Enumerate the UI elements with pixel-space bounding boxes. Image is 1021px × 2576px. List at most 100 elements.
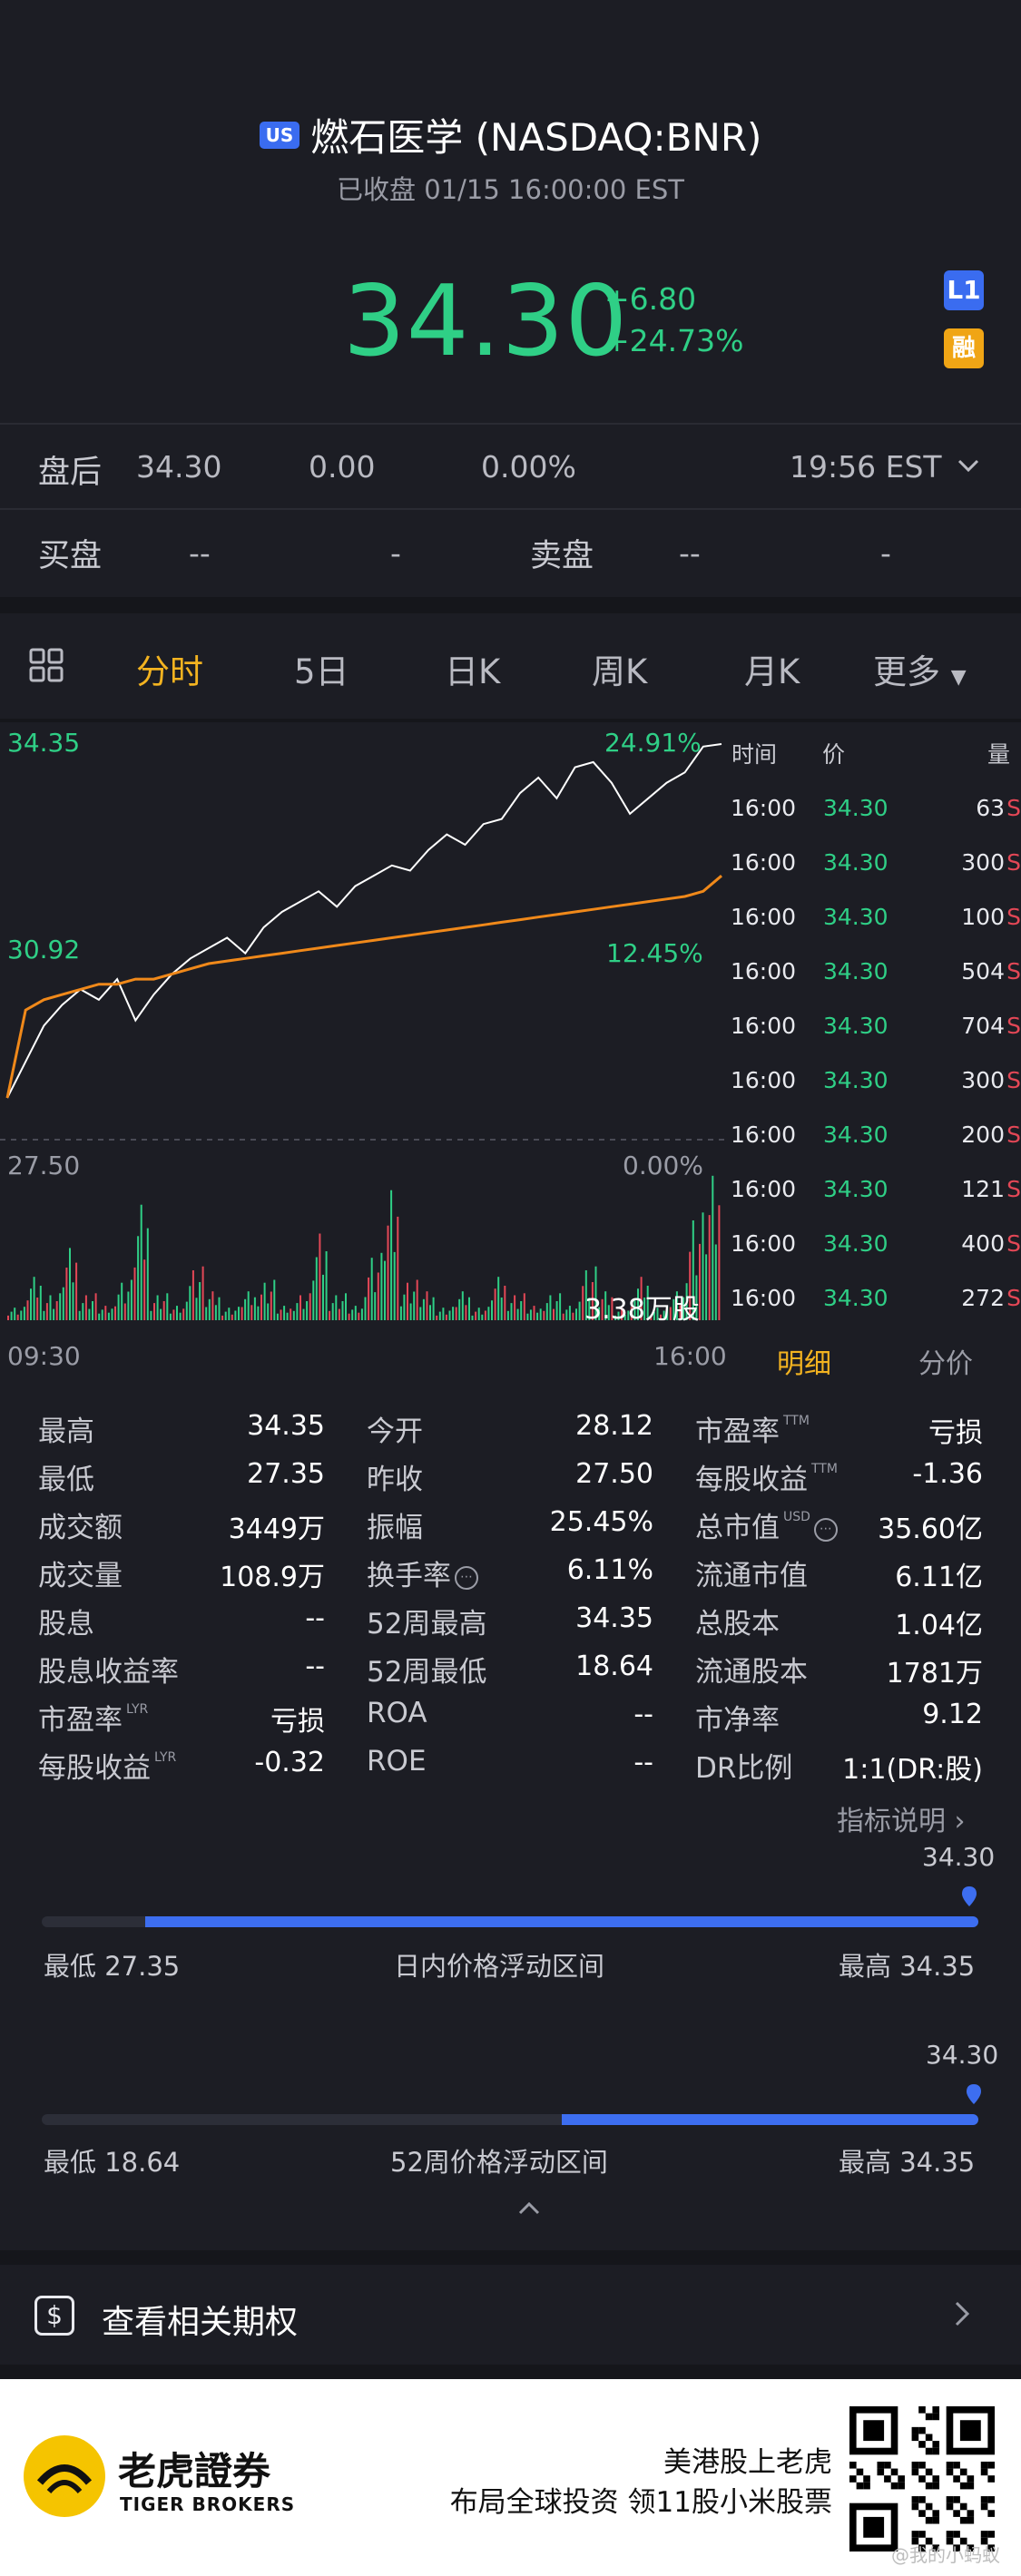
volume-bar: [685, 1283, 688, 1320]
chart-low-pct: 0.00%: [623, 1151, 703, 1180]
volume-bar: [494, 1288, 496, 1320]
intraday-current-value: 34.30: [922, 1842, 996, 1872]
volume-bar: [477, 1308, 480, 1320]
view-options-row[interactable]: [0, 2250, 1021, 2379]
volume-bar: [14, 1308, 16, 1320]
stat-value: 6.11亿: [895, 1562, 983, 1593]
stat-label: DR比例: [695, 1745, 792, 1786]
volume-bar: [500, 1298, 503, 1320]
stat-label-text: 流通股本: [695, 1656, 808, 1689]
volume-bar: [257, 1306, 260, 1320]
stat-label: 市净率: [695, 1697, 780, 1738]
volume-bar: [351, 1309, 354, 1320]
volume-bar: [555, 1301, 558, 1320]
info-icon[interactable]: ⋯: [455, 1565, 478, 1590]
tick-time: 16:00: [731, 795, 797, 821]
tab-intraday[interactable]: 分时: [136, 652, 203, 691]
volume-bar: [137, 1236, 140, 1320]
volume-bar: [656, 1308, 659, 1320]
tick-volume: 300: [961, 849, 1005, 876]
volume-bar: [111, 1308, 113, 1320]
tick-volume: 121: [961, 1176, 1005, 1202]
volume-bar: [20, 1310, 23, 1320]
stat-value: 108.9万: [220, 1562, 325, 1593]
divider: [0, 423, 1021, 425]
volume-bar: [270, 1291, 272, 1320]
volume-bar: [623, 1314, 626, 1320]
volume-bar: [370, 1258, 373, 1320]
after-hours-label: 盘后: [38, 455, 103, 491]
tick-side: S: [1006, 1176, 1021, 1202]
tick-price: 34.30: [823, 1013, 888, 1039]
stat-value: 1.04亿: [895, 1610, 983, 1641]
tab-daily-k[interactable]: 日K: [445, 652, 501, 691]
tick-time: 16:00: [731, 1176, 797, 1202]
divider: [0, 719, 1021, 722]
stat-label: 股息收益率: [38, 1649, 179, 1690]
tick-row: 16:00 34.30 272 S: [731, 1285, 1021, 1339]
tab-monthly-k[interactable]: 月K: [744, 652, 800, 691]
volume-bar: [292, 1310, 295, 1320]
volume-bar: [504, 1286, 506, 1320]
tick-row: 16:00 34.30 300 S: [731, 849, 1021, 904]
intraday-high: 最高 34.35: [839, 1951, 976, 1982]
stat-label: 今开: [367, 1408, 423, 1449]
indicator-explanation-link[interactable]: 指标说明 ›: [837, 1798, 966, 1838]
volume-bar: [16, 1314, 19, 1320]
info-icon[interactable]: ⋯: [813, 1517, 838, 1542]
volume-bar: [104, 1306, 107, 1320]
volume-bar: [238, 1307, 240, 1320]
tab-5day[interactable]: 5日: [294, 652, 349, 691]
volume-bar: [302, 1308, 305, 1320]
stat-label-text: 今开: [367, 1415, 423, 1448]
volume-bar: [397, 1216, 399, 1320]
tick-price: 34.30: [823, 958, 888, 984]
volume-bar: [614, 1315, 616, 1320]
intraday-chart[interactable]: [0, 726, 726, 1325]
stat-value: 9.12: [922, 1699, 983, 1730]
volume-bar: [572, 1312, 574, 1320]
volume-bar: [7, 1315, 9, 1320]
tab-weekly-k[interactable]: 周K: [592, 652, 648, 691]
volume-bar: [594, 1266, 597, 1320]
volume-bar: [23, 1307, 25, 1320]
stat-value: 25.45%: [549, 1506, 653, 1538]
tab-detail[interactable]: 明细: [777, 1348, 831, 1380]
volume-bar: [516, 1308, 519, 1320]
stat-value: -0.32: [254, 1747, 325, 1778]
stat-value: 28.12: [575, 1410, 653, 1442]
volume-bar: [468, 1297, 470, 1320]
volume-bar: [633, 1300, 636, 1320]
average-line: [5, 875, 722, 1099]
stat-label-text: 股息收益率: [38, 1656, 179, 1689]
grid-icon[interactable]: [29, 648, 65, 684]
volume-bar: [578, 1301, 581, 1320]
volume-bar: [426, 1291, 428, 1320]
bid-size: -: [390, 535, 401, 571]
volume-bar: [607, 1305, 610, 1320]
stat-label: 市盈率 LYR: [38, 1697, 148, 1738]
volume-bar: [224, 1311, 227, 1320]
stat-label: 总市值 USD⋯: [695, 1504, 838, 1545]
collapse-chevron-icon[interactable]: [515, 2199, 543, 2218]
margin-icon[interactable]: 融: [944, 328, 984, 368]
volume-bar: [30, 1288, 32, 1320]
volume-bar: [675, 1291, 678, 1320]
tab-more[interactable]: 更多 ▼: [873, 644, 967, 693]
tick-header-vol: 量: [987, 741, 1011, 768]
chevron-down-icon[interactable]: [955, 452, 982, 479]
volume-bar: [143, 1259, 146, 1320]
volume-bar: [526, 1313, 529, 1320]
stat-label: 每股收益 LYR: [38, 1745, 176, 1786]
l1-quote-icon[interactable]: L1: [944, 270, 984, 310]
volume-bar: [679, 1305, 682, 1320]
stat-label-text: 总市值: [695, 1512, 780, 1544]
volume-bar: [611, 1297, 614, 1320]
tick-price: 34.30: [823, 1121, 888, 1148]
tab-price-dist[interactable]: 分价: [918, 1348, 973, 1380]
volume-bar: [322, 1274, 324, 1320]
stat-value: 1781万: [886, 1658, 983, 1690]
stat-label-text: 最高: [38, 1415, 94, 1448]
tick-side: S: [1006, 904, 1021, 930]
stat-label: 总股本: [695, 1601, 780, 1641]
